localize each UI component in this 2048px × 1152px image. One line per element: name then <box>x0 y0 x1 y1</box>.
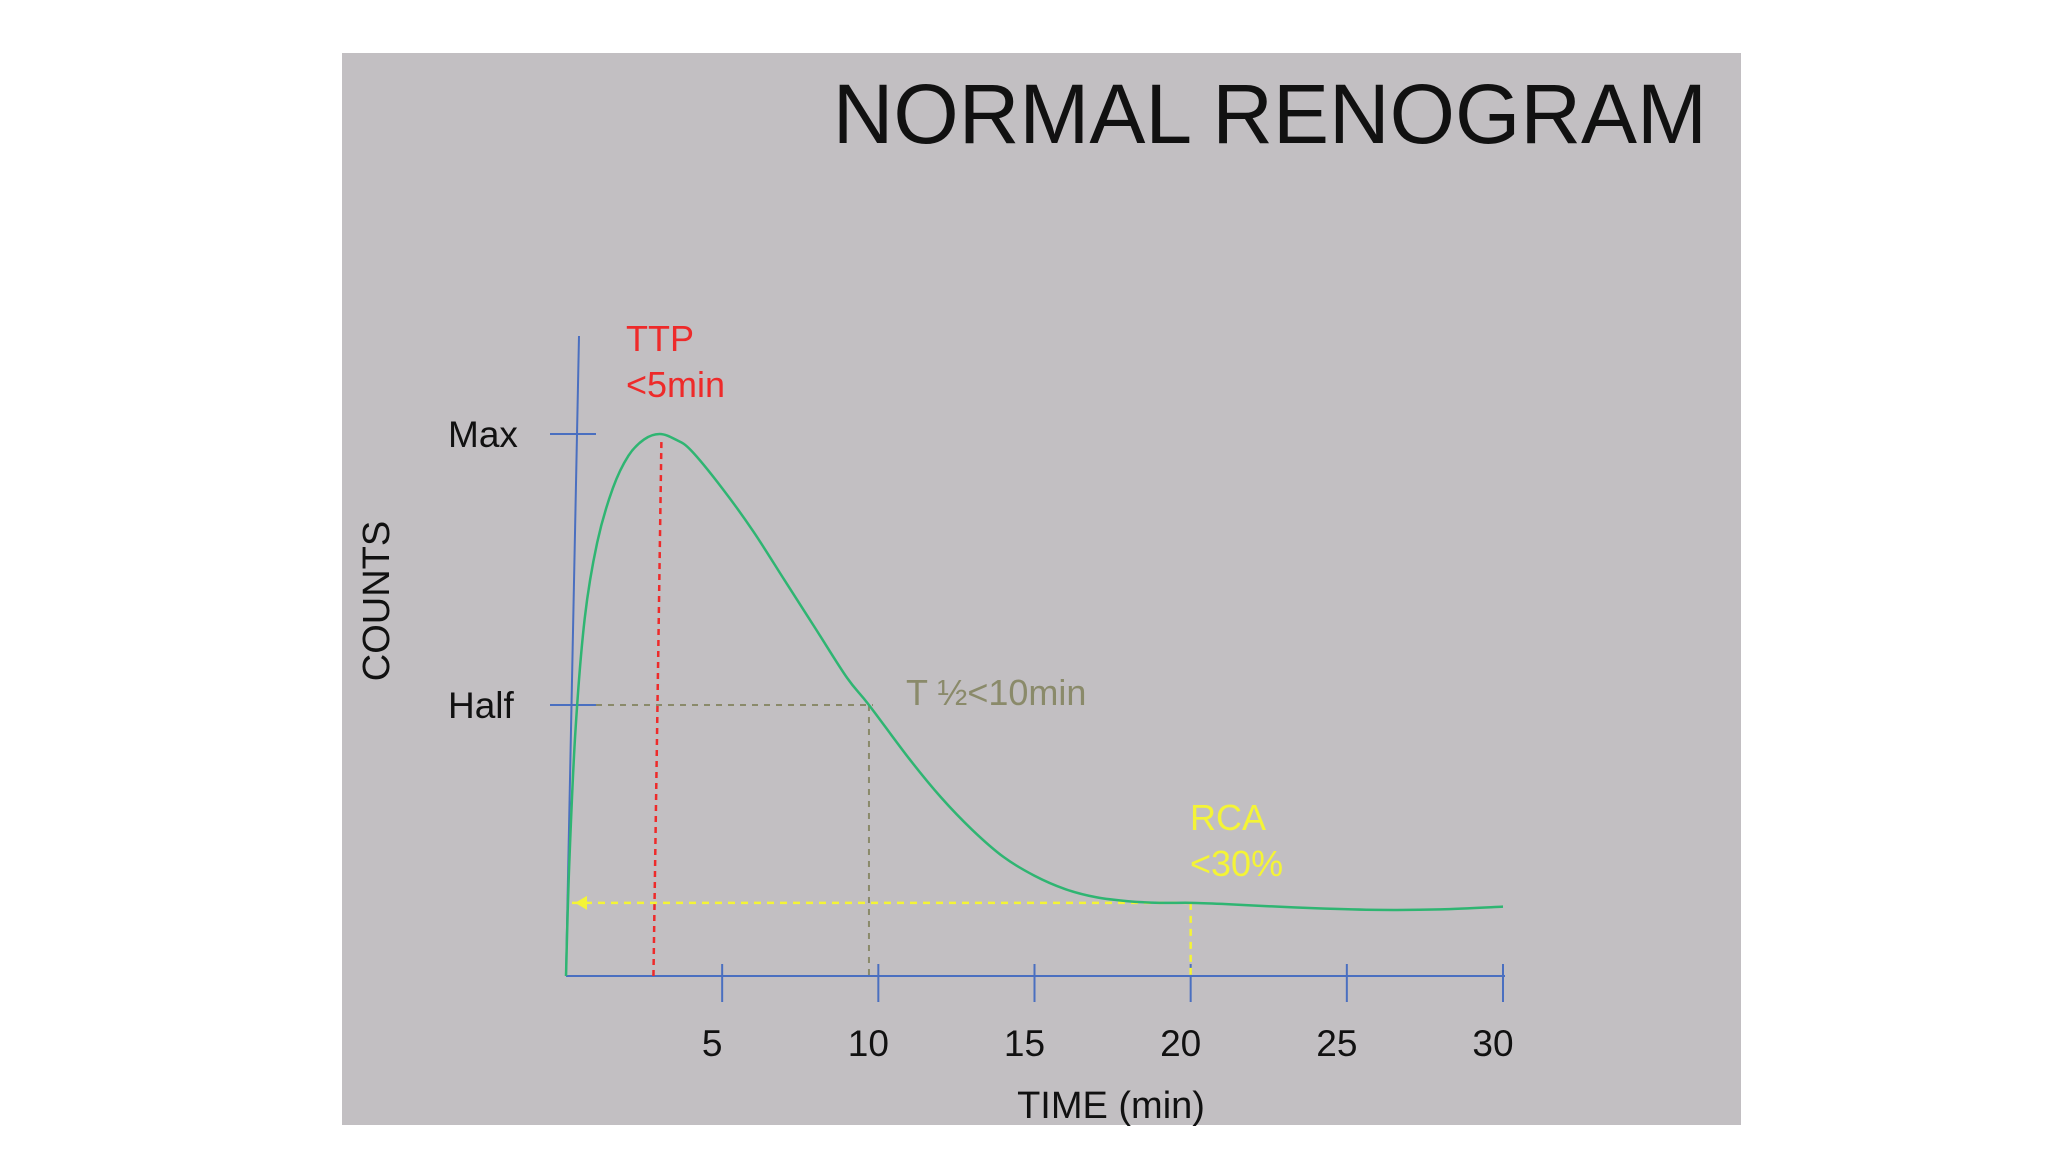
x-tick-label: 30 <box>1472 1023 1513 1064</box>
x-axis-label: TIME (min) <box>1017 1085 1205 1127</box>
x-tick-label: 20 <box>1160 1023 1201 1064</box>
ttp-marker-line <box>652 437 663 977</box>
rca-annotation: RCA <box>1190 797 1266 838</box>
slide-background <box>342 53 1741 1125</box>
rca-annotation: <30% <box>1190 843 1283 884</box>
renogram-curve <box>564 432 1504 977</box>
rca-arrowhead <box>575 895 587 910</box>
thalf-annotation: T ½<10min <box>906 672 1086 713</box>
x-tick-label: 25 <box>1316 1023 1357 1064</box>
x-tick-label: 5 <box>702 1023 723 1064</box>
y-axis-label: COUNTS <box>356 521 398 681</box>
x-tick-label: 10 <box>848 1023 889 1064</box>
plot-area: 5 10 15 20 25 30 Max Half TTP <5min T ½<10min RCA <3… <box>448 318 1514 1064</box>
chart-title: NORMAL RENOGRAM <box>833 67 1707 161</box>
y-tick-label: Half <box>448 685 515 726</box>
ttp-annotation: <5min <box>626 364 725 405</box>
y-tick-label: Max <box>448 414 518 455</box>
ttp-annotation: TTP <box>626 318 694 359</box>
x-tick-label: 15 <box>1004 1023 1045 1064</box>
